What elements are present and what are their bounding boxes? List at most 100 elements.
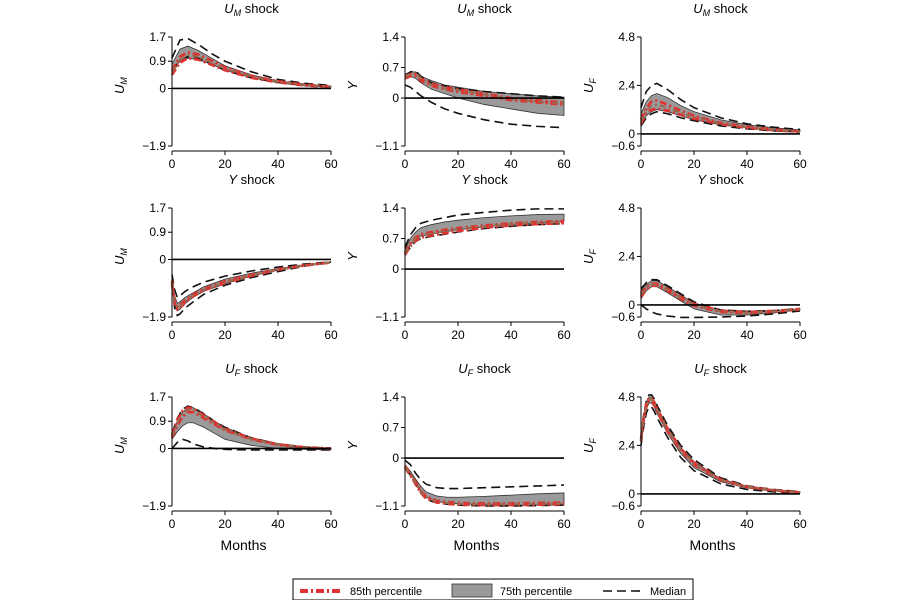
x-tick-label: 40 [504,517,518,531]
median-upper-line [404,208,564,248]
central-line [639,397,801,494]
y-tick-label: 0 [628,127,635,141]
y-tick-label: 0 [392,91,399,105]
y-tick-label: 1.7 [149,30,166,44]
median-upper-line [404,70,565,98]
median-lower-line [640,110,801,133]
y-tick-label: 0 [628,298,635,312]
y-tick-label: −0.6 [611,139,635,153]
central-line [404,71,565,105]
y-tick-label: −1.9 [142,310,166,324]
x-tick-label: 0 [402,157,409,171]
y-tick-label: −1.1 [375,499,399,513]
panel-title: UM shock [224,1,279,18]
y-tick-label: 1.4 [382,30,399,44]
x-tick-label: 0 [169,157,176,171]
pct85-lower-line [403,221,565,256]
x-tick-label: 60 [793,328,807,342]
panel-U_F-shock-U_F: 4.8 2.4 0−0.60 20 40 60 UF shock UF Months [581,361,807,553]
panel-title: UM shock [457,1,512,18]
y-axis-label: UF [581,78,598,93]
panel-title: Y shock [228,172,275,187]
panel-U_M-shock-U_F: 4.8 2.4 0−0.60 20 40 60 UM shock UF [581,1,807,171]
median-upper-line [171,37,332,87]
y-tick-label: 0.7 [382,232,399,246]
y-tick-label: −1.1 [375,139,399,153]
y-tick-label: −1.9 [142,139,166,153]
median-upper-line [171,261,332,299]
band-75th [171,407,332,451]
pct85-upper-line [170,50,332,88]
central-line [404,466,565,506]
median-upper-line [640,82,801,131]
y-tick-label: 0.9 [149,414,166,428]
x-tick-label: 60 [557,157,571,171]
x-tick-label: 60 [324,517,338,531]
x-tick-label: 40 [504,328,518,342]
y-axis-label: Y [345,440,360,450]
y-tick-label: 0.9 [149,225,166,239]
y-tick-label: 1.7 [149,390,166,404]
y-tick-label: 0 [159,252,166,266]
x-tick-label: 20 [451,328,465,342]
y-tick-label: 2.4 [618,78,635,92]
panel-Y-shock-U_F: 4.8 2.4 0−0.60 20 40 60 Y shock UF [581,172,807,342]
x-tick-label: 20 [687,328,701,342]
x-tick-label: 40 [504,157,518,171]
median-upper-line [404,459,565,490]
x-tick-label: 60 [324,157,338,171]
y-tick-label: 4.8 [618,390,635,404]
y-tick-label: 0.7 [382,61,399,75]
x-axis-label: Months [454,537,500,553]
pct85-upper-line [170,261,332,309]
y-tick-label: −1.9 [142,499,166,513]
pct85-lower-line [170,410,332,450]
panel-title: UF shock [225,361,278,378]
median-lower-line [640,304,801,319]
median-upper-line [640,394,801,493]
x-tick-label: 0 [638,157,645,171]
band-75th [171,45,332,88]
y-tick-label: −0.6 [611,499,635,513]
x-tick-label: 20 [687,157,701,171]
median-lower-line [640,406,801,495]
y-tick-label: −1.1 [375,310,399,324]
x-tick-label: 20 [451,157,465,171]
central-line [404,220,565,254]
x-tick-label: 40 [740,328,754,342]
y-tick-label: 0 [159,441,166,455]
y-tick-label: 0 [392,451,399,465]
y-tick-label: 1.4 [382,201,399,215]
pct85-upper-line [170,406,332,450]
central-line [170,408,332,450]
legend: 85th percentile 75th percentile Median [292,578,694,600]
central-line [640,283,801,314]
x-axis-label: Months [690,537,736,553]
central-line [171,54,332,88]
y-tick-label: −0.6 [611,310,635,324]
panel-title: Y shock [697,172,744,187]
x-tick-label: 40 [271,328,285,342]
panel-title: UF shock [694,361,747,378]
y-tick-label: 0 [392,262,399,276]
x-tick-label: 0 [402,517,409,531]
y-axis-label: UM [112,437,129,454]
x-tick-label: 40 [740,517,754,531]
x-tick-label: 60 [557,328,571,342]
pct85-upper-line [639,99,801,133]
y-tick-label: 0.7 [382,421,399,435]
legend-swatch-75th [451,583,493,598]
x-tick-label: 20 [218,517,232,531]
median-upper-line [640,278,801,313]
x-tick-label: 60 [793,517,807,531]
legend-box [292,578,694,600]
x-tick-label: 60 [793,157,807,171]
panel-title: Y shock [461,172,508,187]
legend-label-85th: 85th percentile [350,586,422,598]
x-tick-label: 20 [218,328,232,342]
central-line [640,103,801,133]
